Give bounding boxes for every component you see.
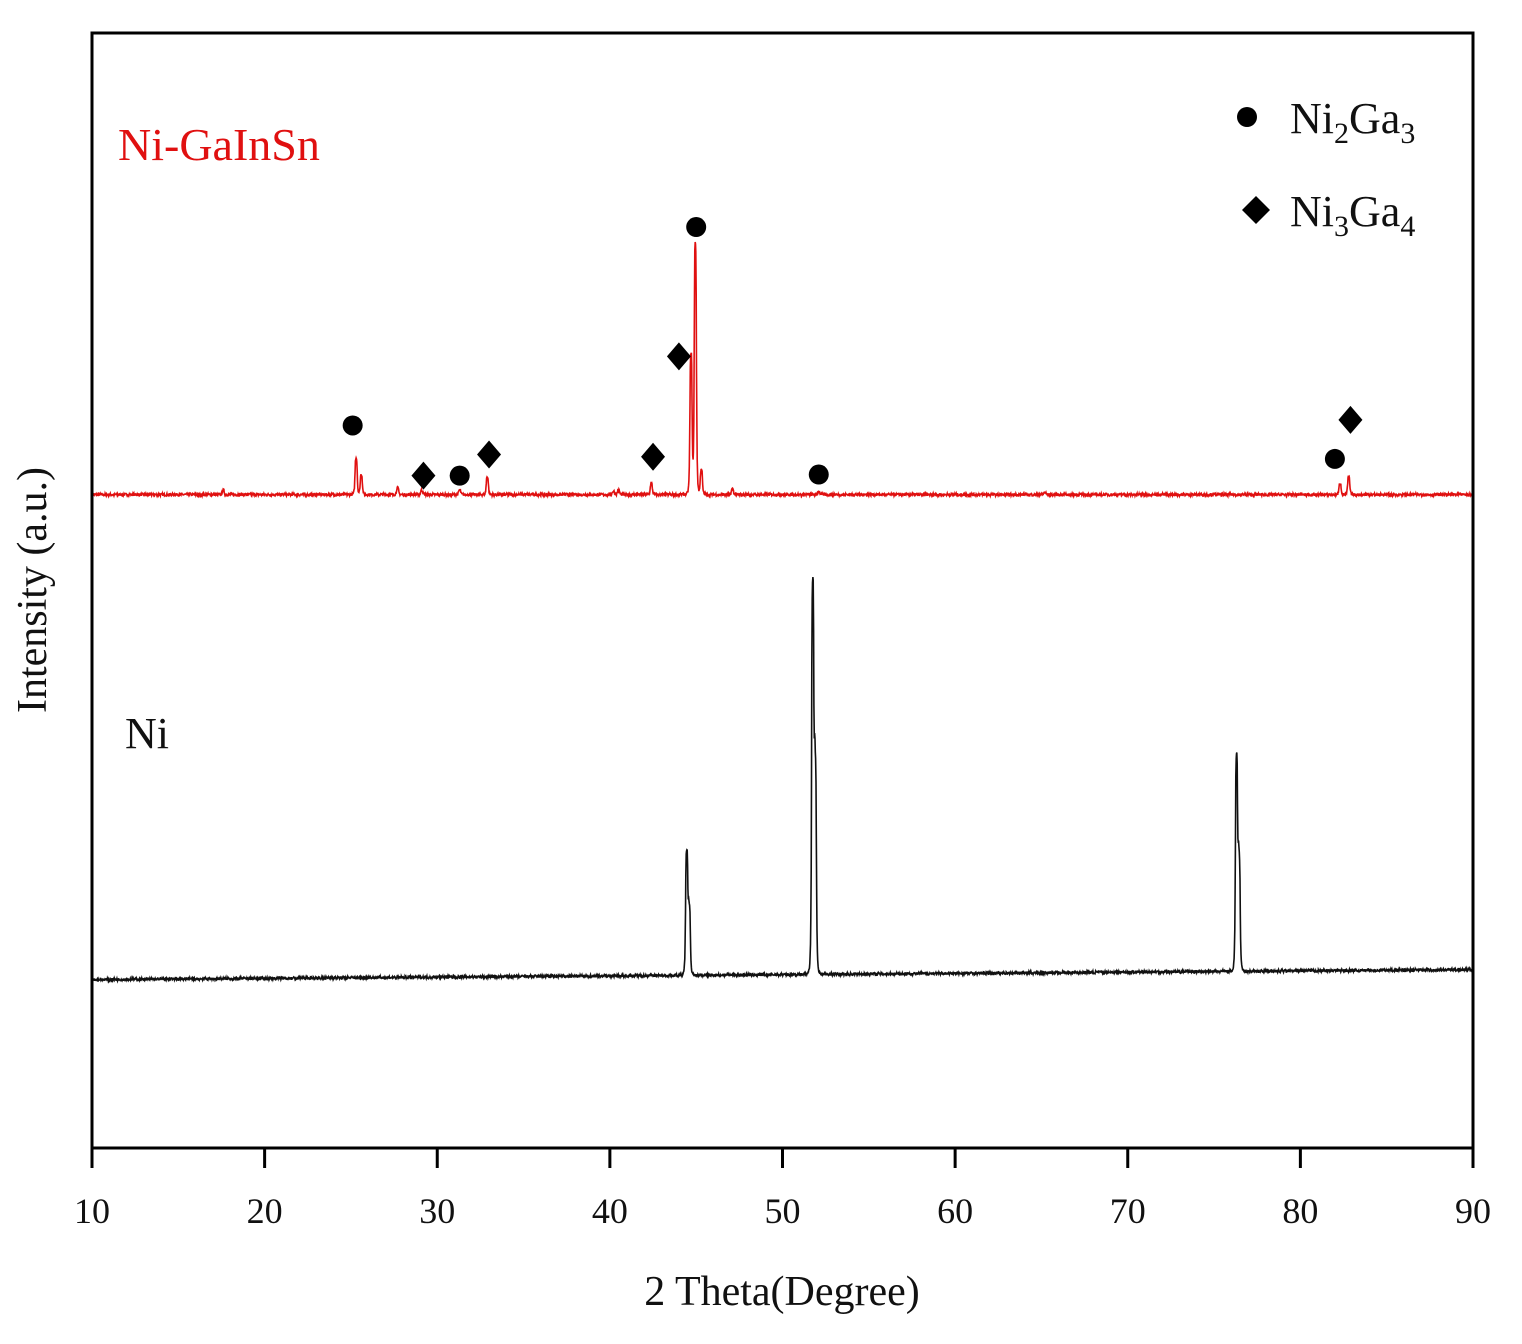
x-tick-label: 80: [1282, 1191, 1318, 1231]
legend-label-ni2ga3: Ni2Ga3: [1290, 94, 1415, 150]
x-tick-label: 40: [592, 1191, 628, 1231]
series-label-ni-gainsn: Ni-GaInSn: [118, 119, 320, 170]
legend-label-ni3ga4: Ni3Ga4: [1290, 187, 1415, 243]
legend-circle-icon: [1237, 107, 1257, 127]
series-label-ni: Ni: [125, 709, 169, 758]
legend: Ni2Ga3 Ni3Ga4: [1237, 94, 1415, 243]
series-line-ni: [91, 577, 1474, 984]
y-axis-label: Intensity (a.u.): [10, 467, 56, 713]
legend-diamond-icon: [1242, 196, 1270, 224]
ni2ga3-circle-marker: [1324, 448, 1345, 469]
x-tick-label: 90: [1455, 1191, 1491, 1231]
ni3ga4-diamond-marker: [1338, 405, 1363, 434]
ni3ga4-diamond-marker: [641, 442, 666, 471]
ni2ga3-circle-marker: [808, 464, 829, 485]
ni3ga4-diamond-marker: [477, 440, 502, 469]
ni3ga4-diamond-marker: [666, 342, 691, 371]
plot-frame: [90, 31, 1475, 1150]
series-line-ni-gainsn: [91, 241, 1474, 500]
x-tick-label: 10: [74, 1191, 110, 1231]
ni2ga3-circle-marker: [449, 465, 470, 486]
x-tick-label: 60: [937, 1191, 973, 1231]
x-tick-label: 30: [419, 1191, 455, 1231]
x-tick-label: 70: [1110, 1191, 1146, 1231]
x-axis-label: 2 Theta(Degree): [644, 1269, 920, 1315]
x-tick-label: 20: [247, 1191, 283, 1231]
ni2ga3-circle-marker: [686, 217, 707, 238]
ni2ga3-circle-marker: [342, 415, 363, 436]
x-tick-label: 50: [765, 1191, 801, 1231]
ni3ga4-diamond-marker: [411, 461, 436, 490]
